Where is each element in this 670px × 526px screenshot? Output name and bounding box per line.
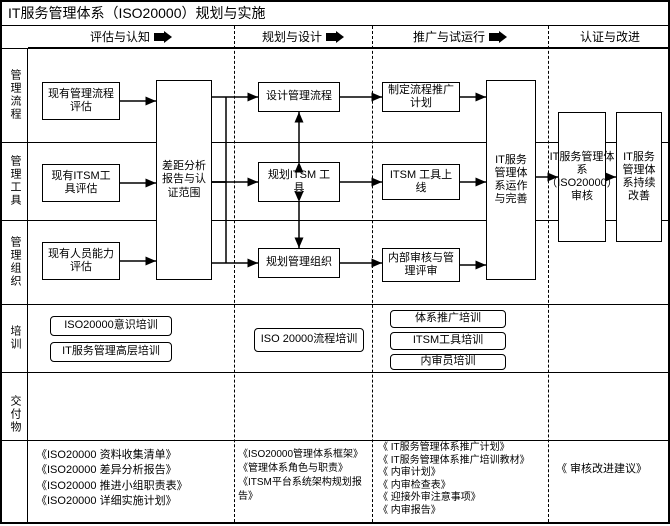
box-t1: ISO20000意识培训	[50, 316, 172, 336]
row-label-3: 管理组织	[2, 220, 28, 304]
phase-1-label: 评估与认知	[90, 28, 150, 45]
box-a3: 现有人员能力评估	[42, 242, 120, 280]
phase-sep-1	[234, 26, 235, 522]
box-gap: 差距分析报告与认证范围	[156, 80, 212, 280]
box-t5: ITSM工具培训	[390, 332, 506, 350]
row-sep-3	[2, 304, 670, 305]
box-e1: IT服务管理体系（ISO20000）审核	[558, 112, 606, 242]
row-label-1: 管理流程	[2, 48, 28, 142]
box-d1: IT服务管理体系运作与完善	[486, 80, 536, 280]
row-sep-0	[2, 48, 670, 49]
arrow-icon	[326, 31, 344, 43]
box-c1: 制定流程推广计划	[382, 82, 460, 112]
arrow-icon	[489, 31, 507, 43]
phase-sep-2	[372, 26, 373, 522]
deliv-col3: 《 IT服务管理体系推广计划》 《 IT服务管理体系推广培训教材》 《 内审计划…	[378, 442, 546, 517]
phase-4-label: 认证与改进	[580, 28, 640, 45]
deliv-col2: 《ISO20000管理体系框架》 《管理体系角色与职责》 《ITSM平台系统架构…	[238, 448, 370, 504]
box-e2: IT服务管理体系持续改善	[616, 112, 662, 242]
deliv-col1: 《ISO20000 资料收集清单》 《ISO20000 差异分析报告》 《ISO…	[36, 448, 226, 510]
phase-3: 推广与试运行	[372, 26, 548, 47]
row-label-5: 交付物	[2, 372, 28, 456]
row-label-column: 管理流程 管理工具 管理组织 培训 交付物	[2, 48, 28, 522]
phase-sep-3	[548, 26, 549, 522]
phase-1: 评估与认知	[28, 26, 234, 47]
diagram-canvas: IT服务管理体系（ISO20000）规划与实施 评估与认知 规划与设计 推广与试…	[0, 0, 670, 524]
box-b2: 规划ITSM 工具	[258, 162, 340, 202]
page-title: IT服务管理体系（ISO20000）规划与实施	[2, 2, 668, 26]
phase-header-row: 评估与认知 规划与设计 推广与试运行 认证与改进	[28, 26, 668, 48]
row-sep-5	[2, 440, 670, 441]
row-label-2: 管理工具	[2, 142, 28, 220]
box-a1: 现有管理流程评估	[42, 82, 120, 120]
phase-2-label: 规划与设计	[262, 28, 322, 45]
box-t4: 体系推广培训	[390, 310, 506, 328]
row-label-4: 培训	[2, 304, 28, 372]
box-b3: 规划管理组织	[258, 248, 340, 278]
phase-2: 规划与设计	[234, 26, 372, 47]
box-c3: 内部审核与管理评审	[382, 248, 460, 282]
row-sep-4	[2, 372, 670, 373]
box-t2: IT服务管理高层培训	[50, 342, 172, 362]
deliv-col4: 《 审核改进建议》	[556, 462, 666, 477]
box-t6: 内审员培训	[390, 354, 506, 370]
box-t3: ISO 20000流程培训	[254, 328, 364, 352]
box-a2: 现有ITSM工具评估	[42, 164, 120, 202]
phase-4: 认证与改进	[548, 26, 670, 47]
phase-3-label: 推广与试运行	[413, 28, 485, 45]
box-b1: 设计管理流程	[258, 82, 340, 112]
arrow-icon	[154, 31, 172, 43]
box-c2: ITSM 工具上线	[382, 164, 460, 200]
